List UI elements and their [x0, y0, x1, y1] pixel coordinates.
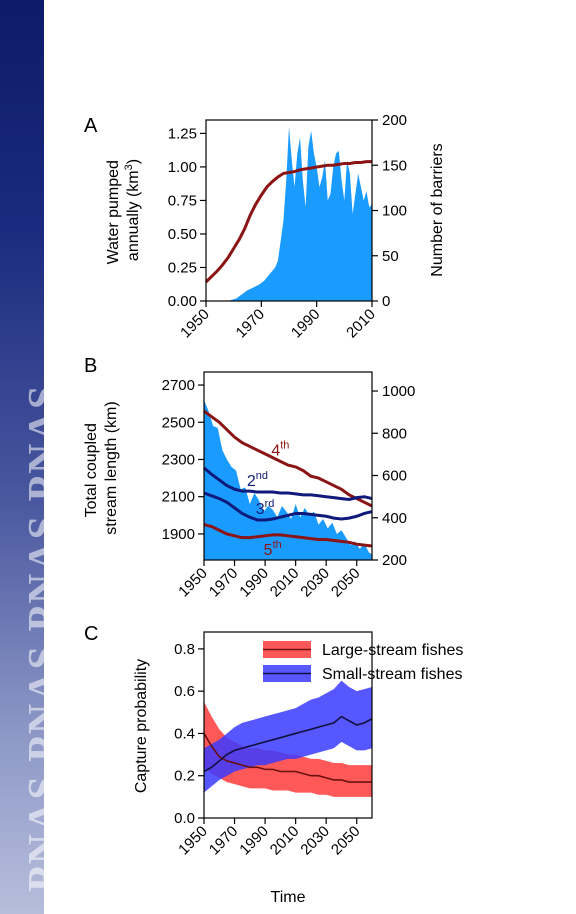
panel-a-ytick-label: 0.75 [168, 192, 197, 209]
panel-a-y2label: Number of barriers [429, 143, 446, 276]
panel-b-xtick-label: 2010 [267, 565, 303, 601]
panel-b-ytick-label: 1900 [162, 526, 195, 543]
panel-a-ylabel: Water pumped annually (km3) [105, 156, 142, 265]
panel-b-label-main: 4 [271, 442, 280, 459]
panel-b-label-4th: 4th [271, 439, 289, 459]
panel-c-xtick-label: 1990 [236, 823, 272, 859]
panel-b-y2tick-label: 800 [382, 425, 407, 442]
panel-a-ytick-label: 1.00 [168, 159, 197, 176]
panel-b-label-sup: rd [265, 498, 275, 510]
panel-a-water-area [206, 127, 372, 301]
panel-c-xtick-label: 2030 [297, 823, 333, 859]
panel-a-ylabel-line2: annually (km [125, 170, 142, 261]
panel-a-ylabel-close: ) [125, 159, 142, 164]
panel-c-xtick-label: 1950 [175, 823, 211, 859]
panel-label-a: A [84, 115, 98, 137]
panel-b-label-sup: th [280, 439, 289, 451]
panel-c-chart: 1950197019902010203020500.00.20.40.60.8 … [133, 632, 463, 906]
panel-a-xtick-label: 2010 [343, 306, 379, 342]
panel-a-y2tick-label: 150 [382, 157, 407, 174]
panel-c-xlabel: Time [271, 889, 306, 906]
panel-b-label-main: 3 [256, 501, 265, 518]
panel-b-xtick-label: 2030 [297, 565, 333, 601]
panel-label-c: C [84, 623, 98, 645]
panel-b-xtick-label: 1990 [236, 565, 272, 601]
panel-a-y2tick-label: 200 [382, 112, 407, 129]
panel-label-b: B [84, 355, 97, 377]
panel-a-ytick-label: 1.25 [168, 125, 197, 142]
panel-c-ytick-label: 0.2 [174, 768, 195, 785]
panel-b-xtick-label: 1970 [206, 565, 242, 601]
panel-b-ylabel-line1: Total coupled [83, 423, 100, 517]
panel-c-ylabel: Capture probability [133, 659, 150, 793]
panel-a-ytick-label: 0.50 [168, 226, 197, 243]
legend-label: Large-stream fishes [322, 642, 463, 659]
panel-b-label-sup: nd [256, 470, 268, 482]
panel-b-ytick-label: 2300 [162, 451, 195, 468]
panel-a-xtick-label: 1970 [233, 306, 269, 342]
panel-a-ytick-label: 0.00 [168, 293, 197, 310]
panel-c-ytick-label: 0.0 [174, 810, 195, 827]
panel-b-ytick-label: 2700 [162, 377, 195, 394]
panel-b-y2tick-label: 400 [382, 510, 407, 527]
panel-a-y2tick-label: 50 [382, 248, 399, 265]
panel-b-y2tick-label: 1000 [382, 383, 415, 400]
panel-a-plot [206, 127, 372, 301]
panel-b-label-sup: th [273, 539, 282, 551]
panel-a-ytick-label: 0.25 [168, 259, 197, 276]
panel-b-label-main: 2 [247, 473, 256, 490]
panel-b-xtick-label: 1950 [175, 565, 211, 601]
panel-b-ytick-label: 2100 [162, 489, 195, 506]
panel-b-label-main: 5 [264, 542, 273, 559]
panel-b-xtick-label: 2050 [328, 565, 364, 601]
legend-label: Small-stream fishes [322, 666, 462, 683]
panel-b-ytick-label: 2500 [162, 414, 195, 431]
panel-a-chart: 1950 1970 1990 2010 0.00 0.25 0.50 0.75 1.00 1.25… [105, 112, 446, 341]
panel-a-y2tick-label: 0 [382, 293, 390, 310]
panel-b-label-2nd: 2nd [247, 470, 268, 490]
panel-a-xtick-label: 1990 [288, 306, 324, 342]
panel-c-xtick-label: 1970 [206, 823, 242, 859]
panel-a-y2tick-label: 100 [382, 203, 407, 220]
panel-c-ytick-label: 0.8 [174, 641, 195, 658]
panel-b-plot [204, 400, 372, 560]
panel-c-xtick-label: 2010 [267, 823, 303, 859]
panel-c-plot [204, 681, 372, 797]
panel-b-ylabel: Total coupled stream length (km) [83, 401, 120, 534]
panel-c-xtick-label: 2050 [328, 823, 364, 859]
panel-b-y2tick-label: 600 [382, 468, 407, 485]
panel-b-ylabel-line2: stream length (km) [103, 401, 120, 534]
panel-b-y2tick-label: 200 [382, 552, 407, 569]
panel-c-legend: Large-stream fishes Small-stream fishes [263, 641, 463, 683]
panel-c-ytick-label: 0.4 [174, 725, 195, 742]
panel-a-xtick-label: 1950 [177, 306, 213, 342]
panel-c-ytick-label: 0.6 [174, 683, 195, 700]
panel-a-ylabel-line1: Water pumped [105, 160, 122, 264]
